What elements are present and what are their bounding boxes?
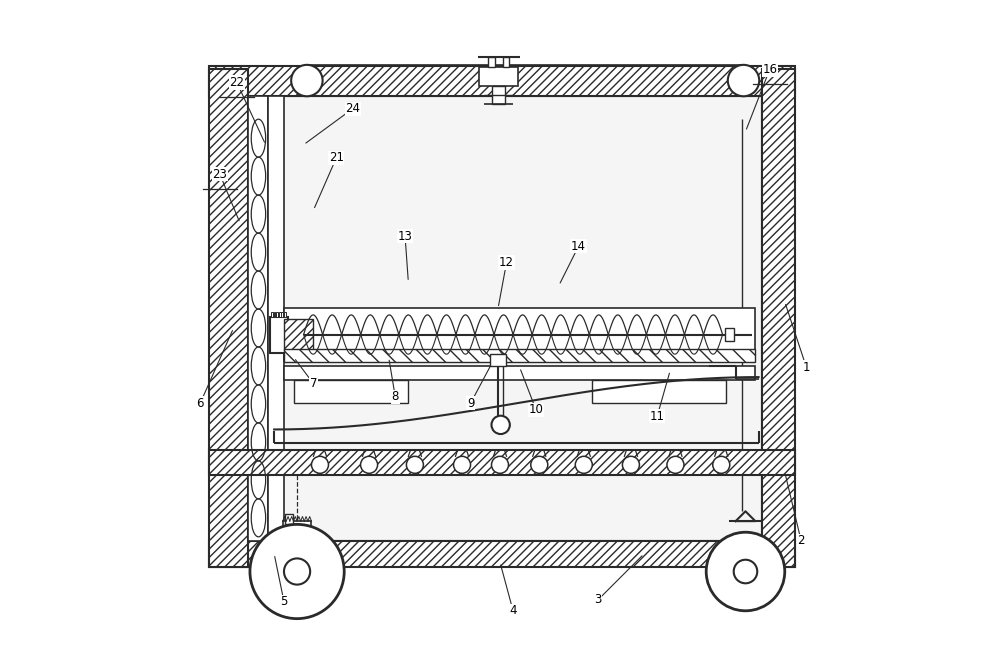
Text: 14: 14 bbox=[571, 239, 586, 253]
Bar bbox=[725, 328, 734, 341]
Bar bbox=[276, 312, 278, 317]
Bar bbox=[209, 66, 795, 96]
Circle shape bbox=[311, 457, 328, 474]
Bar bbox=[270, 317, 288, 353]
Bar bbox=[248, 96, 268, 541]
Text: 16: 16 bbox=[762, 63, 777, 76]
Bar bbox=[762, 70, 795, 567]
Bar bbox=[492, 86, 505, 104]
Circle shape bbox=[406, 457, 423, 474]
Bar bbox=[284, 319, 313, 350]
Text: 2: 2 bbox=[797, 534, 805, 547]
Bar bbox=[284, 349, 755, 362]
Circle shape bbox=[706, 532, 785, 611]
Text: 8: 8 bbox=[392, 390, 399, 403]
Bar bbox=[592, 380, 726, 403]
Bar bbox=[271, 312, 273, 317]
Circle shape bbox=[491, 416, 510, 434]
Circle shape bbox=[291, 65, 323, 96]
Bar bbox=[490, 354, 506, 366]
Bar bbox=[209, 70, 248, 567]
Bar bbox=[488, 57, 495, 68]
Text: 23: 23 bbox=[212, 168, 227, 180]
Bar bbox=[284, 366, 755, 380]
Text: 5: 5 bbox=[280, 595, 288, 608]
Text: 24: 24 bbox=[345, 102, 360, 115]
Text: 1: 1 bbox=[803, 361, 810, 374]
Bar bbox=[285, 514, 293, 524]
Circle shape bbox=[575, 457, 592, 474]
Text: 11: 11 bbox=[650, 410, 665, 423]
Circle shape bbox=[284, 558, 310, 584]
Text: 10: 10 bbox=[529, 403, 543, 417]
Circle shape bbox=[491, 457, 509, 474]
Text: 21: 21 bbox=[329, 152, 344, 164]
Text: 4: 4 bbox=[509, 604, 517, 617]
Bar bbox=[479, 68, 518, 86]
Bar bbox=[274, 312, 275, 317]
Circle shape bbox=[250, 524, 344, 619]
Bar bbox=[248, 96, 762, 541]
Circle shape bbox=[713, 457, 730, 474]
Bar bbox=[503, 57, 509, 68]
Bar bbox=[209, 541, 795, 567]
Bar bbox=[279, 312, 281, 317]
Text: 13: 13 bbox=[398, 230, 413, 243]
Bar bbox=[283, 521, 311, 527]
Text: 9: 9 bbox=[467, 397, 474, 410]
Circle shape bbox=[361, 457, 378, 474]
Bar bbox=[284, 308, 755, 361]
Circle shape bbox=[454, 457, 471, 474]
Circle shape bbox=[667, 457, 684, 474]
Bar bbox=[284, 312, 286, 317]
Text: 22: 22 bbox=[229, 76, 244, 89]
Text: 3: 3 bbox=[595, 593, 602, 606]
Bar bbox=[281, 312, 283, 317]
Circle shape bbox=[734, 560, 757, 583]
Circle shape bbox=[728, 65, 759, 96]
Text: 12: 12 bbox=[499, 256, 514, 269]
Bar bbox=[268, 96, 284, 541]
Text: 7: 7 bbox=[310, 377, 317, 390]
Text: 6: 6 bbox=[196, 397, 204, 410]
Circle shape bbox=[531, 457, 548, 474]
Bar bbox=[209, 451, 795, 476]
Circle shape bbox=[622, 457, 639, 474]
Bar bbox=[294, 380, 408, 403]
